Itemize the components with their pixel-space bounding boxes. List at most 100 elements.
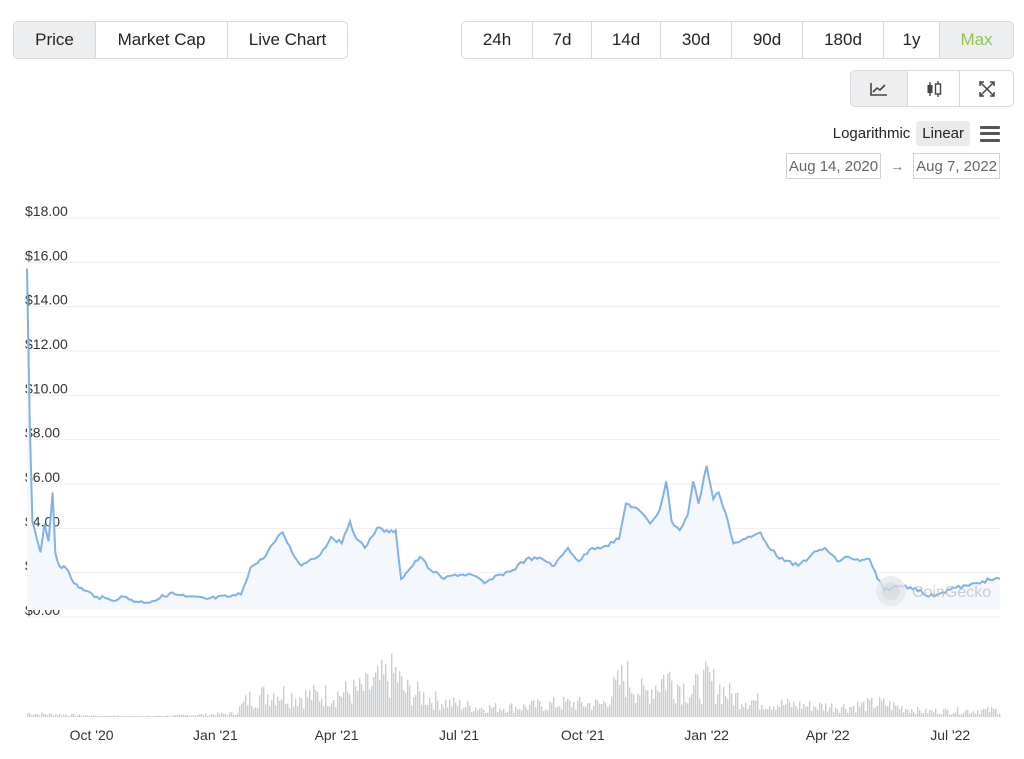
volume-bar: [505, 712, 507, 717]
range-14d[interactable]: 14d: [592, 22, 661, 58]
volume-bar: [863, 701, 865, 717]
volume-bar: [639, 695, 641, 717]
volume-bar: [237, 713, 239, 717]
date-range: Aug 14, 2020 → Aug 7, 2022: [785, 153, 1000, 179]
tab-price[interactable]: Price: [14, 22, 96, 58]
volume-bar: [27, 713, 29, 717]
candlestick-button[interactable]: [908, 71, 960, 106]
volume-bar: [41, 712, 43, 717]
volume-bar: [691, 693, 693, 717]
volume-bar: [915, 714, 917, 717]
volume-bar: [953, 713, 955, 717]
volume-bar: [163, 716, 165, 717]
volume-bar: [405, 692, 407, 717]
volume-bar: [895, 705, 897, 717]
volume-bar: [855, 712, 857, 717]
y-tick-label: $14.00: [25, 292, 68, 308]
volume-bar: [79, 714, 81, 717]
volume-bar: [775, 710, 777, 717]
volume-bar: [457, 706, 459, 717]
volume-bar: [99, 715, 101, 717]
volume-bar: [161, 715, 163, 717]
volume-bar: [525, 706, 527, 717]
volume-bar: [509, 704, 511, 717]
volume-bar: [803, 704, 805, 717]
volume-bar: [885, 705, 887, 717]
date-to-field[interactable]: Aug 7, 2022: [913, 153, 1000, 179]
range-24h[interactable]: 24h: [462, 22, 533, 58]
volume-bar: [387, 681, 389, 717]
volume-bar: [813, 706, 815, 717]
volume-bar: [411, 705, 413, 717]
volume-bar: [357, 690, 359, 717]
volume-bar: [917, 706, 919, 717]
volume-bar: [119, 715, 121, 717]
volume-bar: [197, 715, 199, 717]
menu-icon[interactable]: [980, 125, 1000, 142]
volume-bar: [491, 708, 493, 717]
volume-bar: [743, 707, 745, 717]
volume-bar: [845, 709, 847, 717]
volume-bar: [203, 715, 205, 717]
date-from-field[interactable]: Aug 14, 2020: [785, 153, 882, 179]
volume-bar: [871, 698, 873, 717]
volume-bar: [655, 685, 657, 717]
volume-bar: [687, 703, 689, 717]
volume-bar: [61, 715, 63, 717]
volume-bar: [669, 671, 671, 717]
volume-bar: [443, 707, 445, 717]
range-180d[interactable]: 180d: [803, 22, 884, 58]
volume-bar: [851, 707, 853, 717]
volume-bar: [961, 714, 963, 717]
volume-bar: [115, 716, 117, 717]
volume-bar: [989, 711, 991, 717]
volume-bar: [681, 704, 683, 717]
volume-bar: [207, 715, 209, 717]
volume-bar: [597, 700, 599, 717]
volume-bar: [73, 713, 75, 717]
volume-bar: [417, 681, 419, 717]
volume-bar: [649, 704, 651, 717]
volume-bar: [109, 716, 111, 717]
volume-bar: [575, 709, 577, 717]
volume-bar: [729, 682, 731, 717]
volume-bar: [723, 687, 725, 717]
range-7d[interactable]: 7d: [533, 22, 592, 58]
volume-bar: [587, 703, 589, 717]
y-tick-label: $6.00: [25, 469, 60, 485]
volume-bar: [609, 704, 611, 717]
tab-live-chart[interactable]: Live Chart: [248, 30, 327, 49]
volume-bar: [453, 697, 455, 717]
volume-bar: [67, 715, 69, 717]
volume-bar: [791, 706, 793, 717]
range-max[interactable]: Max: [940, 22, 1013, 58]
volume-bar: [615, 679, 617, 717]
volume-bar: [139, 716, 141, 717]
volume-bar: [301, 698, 303, 717]
volume-bar: [567, 698, 569, 717]
volume-bar: [469, 705, 471, 717]
fullscreen-button[interactable]: [960, 71, 1013, 106]
volume-bar: [997, 714, 999, 717]
tab-market-cap[interactable]: Market Cap: [96, 22, 228, 58]
volume-bar: [385, 664, 387, 717]
volume-bar: [153, 715, 155, 717]
arrow-right-icon: →: [890, 158, 905, 174]
volume-bar: [45, 714, 47, 717]
volume-bar: [745, 702, 747, 717]
volume-bar: [261, 687, 263, 717]
line-chart-button[interactable]: [851, 71, 908, 106]
range-30d[interactable]: 30d: [661, 22, 732, 58]
volume-bar: [269, 706, 271, 717]
volume-bar: [795, 705, 797, 717]
volume-bar: [749, 704, 751, 717]
range-1y[interactable]: 1y: [884, 22, 940, 58]
range-90d[interactable]: 90d: [732, 22, 803, 58]
volume-bar: [899, 708, 901, 717]
volume-bar: [757, 693, 759, 717]
scale-linear[interactable]: Linear: [916, 121, 970, 146]
volume-bar: [307, 697, 309, 717]
scale-logarithmic[interactable]: Logarithmic: [832, 125, 911, 142]
volume-bar: [943, 709, 945, 717]
volume-bar: [465, 706, 467, 717]
